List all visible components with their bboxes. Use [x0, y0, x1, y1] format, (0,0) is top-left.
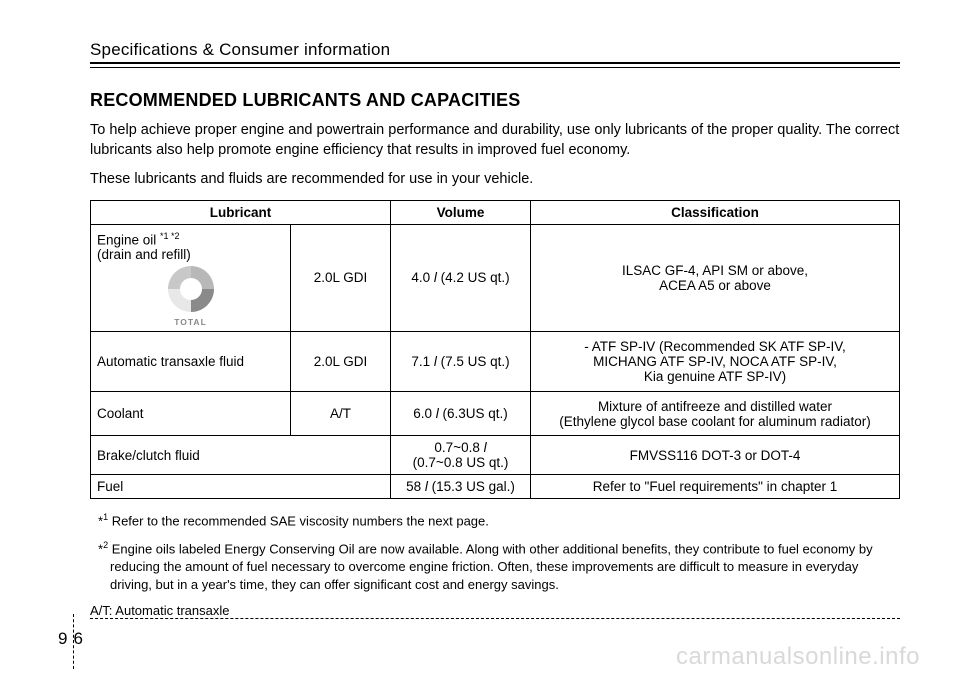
cell-spec: A/T — [291, 392, 391, 436]
watermark: carmanualsonline.info — [676, 643, 920, 671]
cell-volume: 58 l (15.3 US gal.) — [391, 475, 531, 499]
footnote2-text: Engine oils labeled Energy Conserving Oi… — [108, 541, 873, 592]
footer-dashed-line — [90, 618, 900, 619]
engine-oil-sub: (drain and refill) — [97, 247, 191, 262]
cell-lubricant: Automatic transaxle fluid — [91, 332, 291, 392]
page-sub-number: 6 — [73, 629, 82, 648]
cell-classification: Mixture of antifreeze and distilled wate… — [531, 392, 900, 436]
footnote-2: *2 Engine oils labeled Energy Conserving… — [90, 539, 900, 595]
cell-lubricant: Engine oil *1 *2 (drain and refill) TOTA… — [91, 224, 291, 332]
cell-volume: 7.1 l (7.5 US qt.) — [391, 332, 531, 392]
footnote-1: *1 Refer to the recommended SAE viscosit… — [90, 511, 900, 531]
cell-spec: 2.0L GDI — [291, 332, 391, 392]
table-row: Coolant A/T 6.0 l (6.3US qt.) Mixture of… — [91, 392, 900, 436]
table-row: Fuel 58 l (15.3 US gal.) Refer to "Fuel … — [91, 475, 900, 499]
page-title: RECOMMENDED LUBRICANTS AND CAPACITIES — [90, 90, 900, 111]
th-lubricant: Lubricant — [91, 200, 391, 224]
table-row: Brake/clutch fluid 0.7~0.8 l(0.7~0.8 US … — [91, 436, 900, 475]
chapter-number: 9 — [58, 629, 73, 649]
cell-volume: 0.7~0.8 l(0.7~0.8 US qt.) — [391, 436, 531, 475]
abbreviation-note: A/T: Automatic transaxle — [90, 603, 900, 618]
cell-classification: ILSAC GF-4, API SM or above, ACEA A5 or … — [531, 224, 900, 332]
table-row: Engine oil *1 *2 (drain and refill) TOTA… — [91, 224, 900, 332]
cell-volume: 4.0 l (4.2 US qt.) — [391, 224, 531, 332]
lubricants-table: Lubricant Volume Classification Engine o… — [90, 200, 900, 500]
cell-volume: 6.0 l (6.3US qt.) — [391, 392, 531, 436]
cell-classification: FMVSS116 DOT-3 or DOT-4 — [531, 436, 900, 475]
footnote1-text: Refer to the recommended SAE viscosity n… — [108, 514, 489, 529]
total-logo-wrap: TOTAL — [97, 262, 284, 327]
volume-text: 58 l (15.3 US gal.) — [406, 479, 515, 494]
cell-lubricant: Coolant — [91, 392, 291, 436]
volume-text: 7.1 l (7.5 US qt.) — [411, 354, 509, 369]
cell-classification: Refer to "Fuel requirements" in chapter … — [531, 475, 900, 499]
page-number: 96 — [58, 629, 83, 649]
page-container: Specifications & Consumer information RE… — [0, 0, 960, 689]
volume-text: 4.0 l (4.2 US qt.) — [411, 270, 509, 285]
volume-text: 6.0 l (6.3US qt.) — [413, 406, 508, 421]
th-classification: Classification — [531, 200, 900, 224]
th-volume: Volume — [391, 200, 531, 224]
engine-oil-label: Engine oil — [97, 232, 160, 247]
volume-text: 0.7~0.8 l(0.7~0.8 US qt.) — [413, 440, 509, 470]
total-logo-icon — [168, 266, 214, 312]
cell-lubricant: Fuel — [91, 475, 391, 499]
section-header-rule — [90, 67, 900, 68]
total-logo-text: TOTAL — [97, 317, 284, 327]
intro-paragraph-2: These lubricants and fluids are recommen… — [90, 170, 900, 190]
engine-oil-sup: *1 *2 — [160, 231, 180, 241]
intro-paragraph-1: To help achieve proper engine and powert… — [90, 121, 900, 160]
section-header: Specifications & Consumer information — [90, 40, 900, 64]
table-row: Automatic transaxle fluid 2.0L GDI 7.1 l… — [91, 332, 900, 392]
cell-spec: 2.0L GDI — [291, 224, 391, 332]
table-header-row: Lubricant Volume Classification — [91, 200, 900, 224]
cell-classification: - ATF SP-IV (Recommended SK ATF SP-IV, M… — [531, 332, 900, 392]
cell-lubricant: Brake/clutch fluid — [91, 436, 391, 475]
